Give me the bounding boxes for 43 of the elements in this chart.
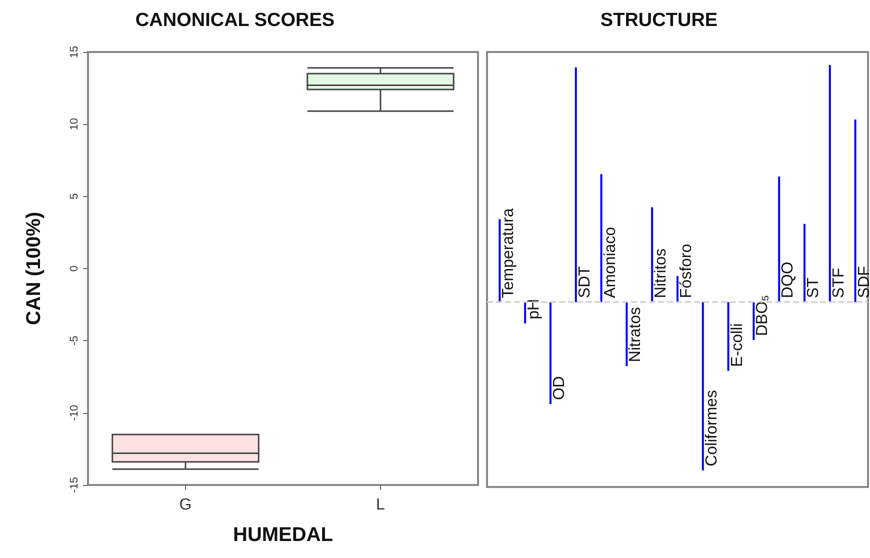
bar	[524, 302, 526, 324]
bar	[752, 302, 755, 340]
bar	[600, 174, 602, 302]
bar	[550, 302, 552, 404]
x-tick-label: Nitratos	[627, 306, 644, 362]
x-tick-label: pH	[526, 298, 543, 320]
x-tick-label: L	[376, 496, 386, 514]
x-tick-label: Amoniaco	[602, 226, 619, 298]
y-tick-label: -15	[68, 477, 80, 493]
bar	[498, 219, 501, 302]
bar	[702, 302, 704, 470]
bar	[727, 302, 730, 371]
x-tick-label: Nitritos	[652, 248, 670, 298]
bar	[778, 176, 780, 302]
bar	[651, 207, 654, 302]
bar	[574, 67, 577, 302]
x-axis-title: HUMEDAL	[233, 524, 333, 546]
x-tick-label: DBO₅	[754, 294, 772, 336]
chart-title: STRUCTURE	[600, 10, 718, 31]
bar	[676, 276, 678, 302]
x-tick-label: ST	[805, 277, 822, 298]
chart-title: CANONICAL SCORES	[135, 10, 335, 31]
y-tick-label: -10	[68, 404, 80, 421]
x-tick-label: Fósforo	[678, 244, 695, 298]
y-axis-title: CAN (100%)	[23, 212, 45, 326]
x-tick-label: SDT	[576, 266, 594, 298]
x-tick-label: STF	[830, 268, 848, 298]
bar	[804, 224, 806, 302]
y-tick-label: 5	[68, 193, 80, 200]
y-tick-label: 15	[68, 46, 80, 58]
x-tick-label: DQO	[780, 262, 797, 298]
x-tick-label: E-colli	[728, 323, 746, 367]
bar	[828, 65, 831, 302]
x-tick-label: G	[179, 496, 192, 514]
x-tick-label: SDF	[856, 266, 870, 298]
x-tick-label: Coliformes	[703, 390, 720, 466]
y-tick-label: 10	[68, 118, 80, 130]
bar	[626, 302, 628, 366]
y-tick-label: -5	[68, 336, 80, 346]
x-tick-label: OD	[551, 376, 568, 400]
bar	[854, 120, 856, 302]
y-tick-label: 0	[68, 265, 80, 272]
x-tick-label: Temperatura	[500, 208, 518, 298]
